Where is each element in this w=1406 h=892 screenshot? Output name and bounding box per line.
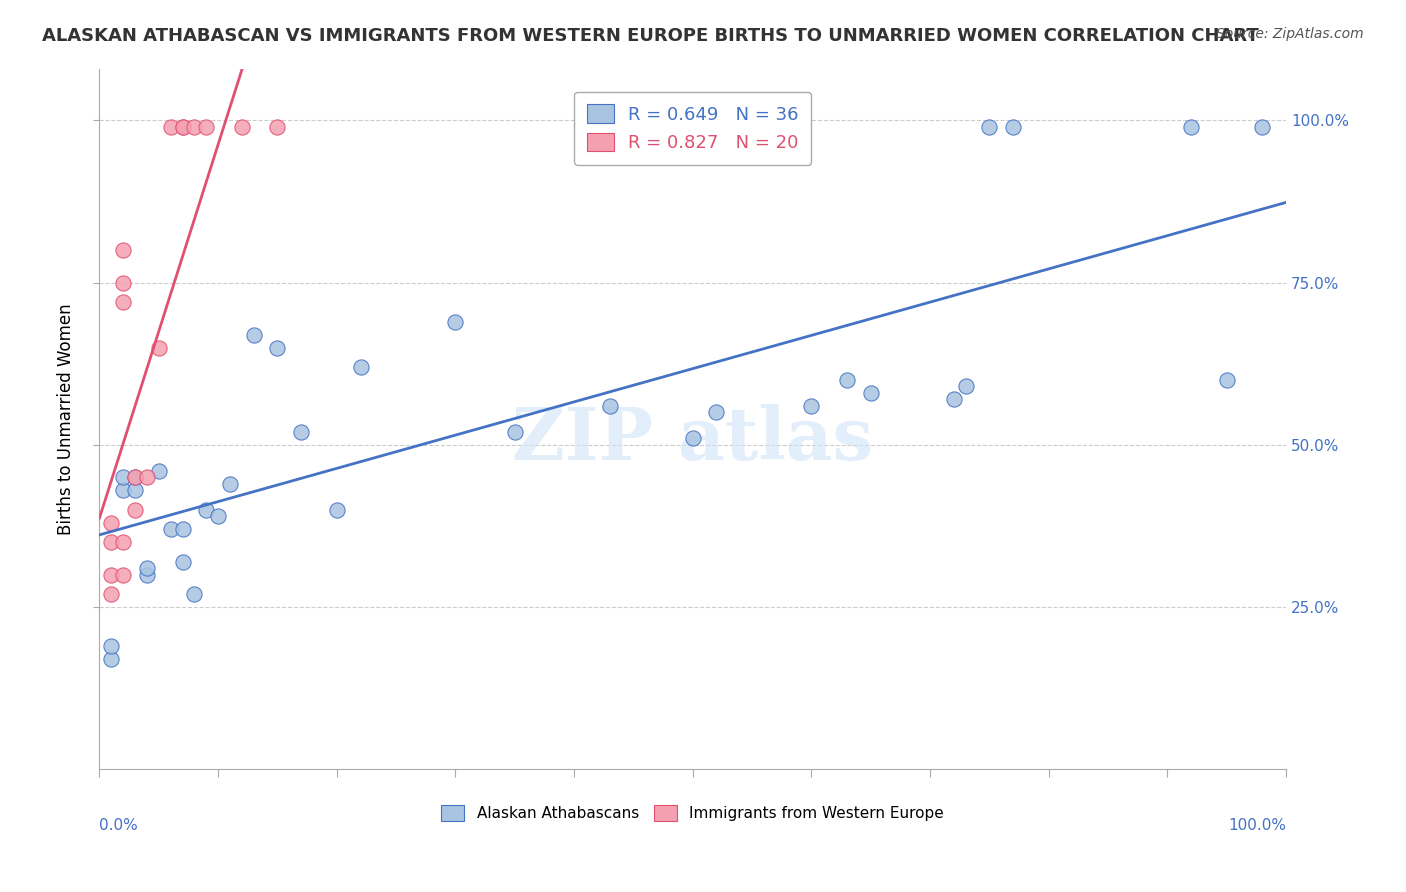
Point (124, 470, 146, 484)
Point (290, 425, 312, 439)
Point (124, 502, 146, 516)
Point (100, 567, 122, 582)
Point (172, 555, 194, 569)
Y-axis label: Births to Unmarried Women: Births to Unmarried Women (58, 303, 75, 534)
Point (195, 120, 218, 134)
Point (124, 470, 146, 484)
Point (706, 405, 728, 419)
Point (207, 509, 229, 524)
Point (979, 120, 1001, 134)
Point (136, 567, 159, 582)
Point (183, 587, 205, 601)
Point (112, 276, 135, 290)
Point (100, 587, 122, 601)
Text: 0.0%: 0.0% (100, 818, 138, 833)
Point (1215, 373, 1237, 387)
Point (266, 120, 288, 134)
Point (148, 464, 170, 478)
Text: Source: ZipAtlas.com: Source: ZipAtlas.com (1216, 27, 1364, 41)
Point (835, 373, 858, 387)
Point (100, 516, 122, 530)
Point (859, 386, 882, 401)
Point (136, 561, 159, 575)
Text: ZIP atlas: ZIP atlas (512, 404, 873, 475)
Point (219, 476, 242, 491)
Point (136, 470, 159, 484)
Point (231, 120, 253, 134)
Point (112, 535, 135, 549)
Point (112, 470, 135, 484)
Point (1251, 120, 1274, 134)
Point (112, 295, 135, 310)
Point (124, 483, 146, 498)
Point (195, 502, 218, 516)
Point (955, 379, 977, 393)
Point (112, 483, 135, 498)
Point (349, 359, 371, 374)
Point (800, 399, 823, 413)
Point (172, 522, 194, 536)
Point (682, 431, 704, 445)
Point (172, 120, 194, 134)
Point (172, 120, 194, 134)
Point (242, 327, 264, 342)
Point (100, 652, 122, 666)
Point (1180, 120, 1202, 134)
Point (112, 244, 135, 258)
Point (159, 522, 181, 536)
Legend: Alaskan Athabascans, Immigrants from Western Europe: Alaskan Athabascans, Immigrants from Wes… (430, 795, 955, 831)
Point (183, 120, 205, 134)
Text: ALASKAN ATHABASCAN VS IMMIGRANTS FROM WESTERN EUROPE BIRTHS TO UNMARRIED WOMEN C: ALASKAN ATHABASCAN VS IMMIGRANTS FROM WE… (42, 27, 1258, 45)
Text: 100.0%: 100.0% (1227, 818, 1286, 833)
Point (159, 120, 181, 134)
Point (942, 392, 965, 407)
Point (503, 425, 526, 439)
Point (100, 535, 122, 549)
Point (112, 567, 135, 582)
Point (266, 341, 288, 355)
Point (1002, 120, 1025, 134)
Point (148, 341, 170, 355)
Point (100, 639, 122, 653)
Point (326, 502, 349, 516)
Point (444, 315, 467, 329)
Point (599, 399, 621, 413)
